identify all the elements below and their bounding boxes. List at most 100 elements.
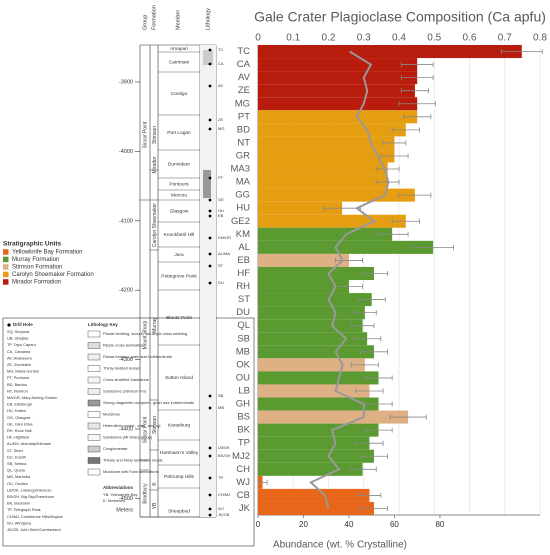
y-tick-label: BK bbox=[237, 425, 250, 436]
drill-hole: CA, Canaima bbox=[7, 349, 31, 354]
litho-label: Thinly-bedded lenses bbox=[103, 366, 140, 371]
sample-dot bbox=[208, 62, 212, 66]
bar bbox=[258, 371, 379, 385]
sample-dot bbox=[208, 252, 212, 256]
x-tick-label: 0 bbox=[256, 520, 261, 529]
bar bbox=[258, 175, 388, 189]
x2-tick-label: 0.6 bbox=[463, 33, 477, 44]
y-tick-label: OU bbox=[236, 372, 250, 383]
x-tick-label: 60 bbox=[390, 520, 399, 529]
bar bbox=[258, 345, 374, 359]
drill-hole: LB/OK, Lubango/Okoruso bbox=[7, 487, 52, 492]
sample-label: HU bbox=[218, 208, 224, 213]
y-tick-label: CA bbox=[237, 59, 251, 70]
y-tick-label: HF bbox=[237, 268, 250, 279]
litho-label: Conglomerate bbox=[103, 446, 127, 451]
sample-label: PT bbox=[218, 175, 224, 180]
drill-hole: BD, Bardou bbox=[7, 382, 27, 387]
depth-label: -4200 bbox=[119, 288, 133, 294]
legend-label: Yellowknife Bay Formation bbox=[12, 250, 82, 256]
lithology-fill bbox=[200, 45, 216, 517]
x-tick-label: 40 bbox=[345, 520, 354, 529]
drill-hole: BS/GH, Big Sky/Greenhorn bbox=[7, 494, 54, 499]
formation-label: Carolyn Shoemaker bbox=[152, 203, 158, 248]
key-title: Lithology Key bbox=[88, 322, 118, 327]
drill-hole: BK, Buckskin bbox=[7, 501, 30, 506]
legend-swatch bbox=[3, 279, 9, 285]
legend-swatch bbox=[3, 256, 9, 263]
drill-hole: QL, Quela bbox=[7, 468, 26, 473]
bar bbox=[258, 266, 374, 280]
bar bbox=[258, 123, 406, 137]
litho-label: Thickly and thinly laminated mudst. bbox=[103, 458, 164, 463]
y-tick-label: BS bbox=[237, 412, 250, 423]
drill-hole: ZE, Zechstein bbox=[7, 362, 31, 367]
legend-label: Carolyn Shoemaker Formation bbox=[12, 272, 94, 278]
sample-label: SB bbox=[218, 393, 224, 398]
y-tick-label: MJ2 bbox=[232, 451, 250, 462]
y-tick-label: CH bbox=[236, 464, 250, 475]
bar bbox=[258, 462, 363, 476]
bar bbox=[258, 201, 343, 215]
sample-label: CA bbox=[218, 61, 224, 66]
drill-hole: AL/KM, Aberlady/Kilmarie bbox=[7, 441, 51, 446]
litho-swatch bbox=[87, 376, 101, 384]
sample-label: TC bbox=[218, 47, 223, 52]
bar bbox=[258, 293, 372, 307]
bar bbox=[258, 384, 370, 398]
member-label: Knockfarril Hill bbox=[164, 232, 195, 238]
member-label: Mercou bbox=[171, 192, 187, 198]
group-label: Bradbury bbox=[142, 483, 148, 504]
bar bbox=[258, 501, 374, 515]
sample-label: EB bbox=[218, 213, 224, 218]
depth-label: -4000 bbox=[119, 149, 133, 155]
sample-dot bbox=[208, 513, 212, 517]
y-tick-label: MB bbox=[236, 346, 250, 357]
sample-dot bbox=[208, 198, 212, 202]
x2-tick-label: 0.2 bbox=[322, 33, 336, 44]
litho-label: Heterolithic mudst., sdst., and cgl. bbox=[103, 423, 161, 428]
y-tick-label: JK bbox=[239, 503, 251, 514]
key-title: Drill Hole bbox=[13, 322, 33, 327]
drill-hole: OU, Oudam bbox=[7, 481, 28, 486]
bar bbox=[258, 162, 388, 176]
litho-swatch bbox=[87, 457, 101, 464]
y-tick-label: MA bbox=[236, 177, 251, 188]
bar bbox=[258, 136, 395, 150]
drill-hole: EB, Edinburgh bbox=[7, 402, 32, 407]
bar bbox=[258, 423, 379, 437]
column-header: Lithology bbox=[205, 8, 211, 30]
bar bbox=[258, 306, 365, 320]
column-header: Member bbox=[175, 10, 181, 30]
sample-dot bbox=[208, 84, 212, 88]
member-label: Glasgow bbox=[170, 208, 189, 214]
litho-swatch bbox=[87, 330, 101, 338]
drill-hole: GE, Glen Etive bbox=[7, 421, 33, 426]
drill-hole: AV, Avanavero bbox=[7, 355, 32, 360]
x2-tick-label: 0.5 bbox=[427, 33, 441, 44]
depth-label: -4100 bbox=[119, 218, 133, 224]
y-tick-label: EB bbox=[237, 255, 250, 266]
legend-label: Stimson Formation bbox=[12, 265, 62, 271]
key-box bbox=[2, 317, 255, 547]
y-tick-label: ZE bbox=[238, 85, 250, 96]
depth-label: -3900 bbox=[119, 79, 133, 85]
formation-label: Stimson bbox=[152, 416, 158, 434]
bar bbox=[258, 97, 418, 111]
y-tick-label: AL bbox=[238, 242, 250, 253]
drill-hole: MA/GR, Mary Anning Groken bbox=[7, 395, 57, 400]
drill-hole: CH/MJ, Confidence Hills/Mojave bbox=[7, 514, 63, 519]
bar bbox=[258, 410, 409, 424]
bar bbox=[258, 110, 418, 124]
column-header: Formation bbox=[151, 5, 157, 30]
drill-hole: HF, Highfield bbox=[7, 435, 29, 440]
drill-hole: NT, Nontron bbox=[7, 388, 28, 393]
chart-title: Gale Crater Plagioclase Composition (Ca … bbox=[254, 9, 546, 25]
sample-label: JK/CB bbox=[218, 512, 230, 517]
litho-label: Cross-stratified Sandstone bbox=[103, 377, 149, 382]
litho-swatch bbox=[87, 365, 101, 372]
litho-label: Sandstone (Mt Sharp group) bbox=[103, 435, 153, 440]
legend-label: Murray Formation bbox=[12, 257, 59, 263]
group-label: Siccar Point bbox=[142, 416, 148, 443]
